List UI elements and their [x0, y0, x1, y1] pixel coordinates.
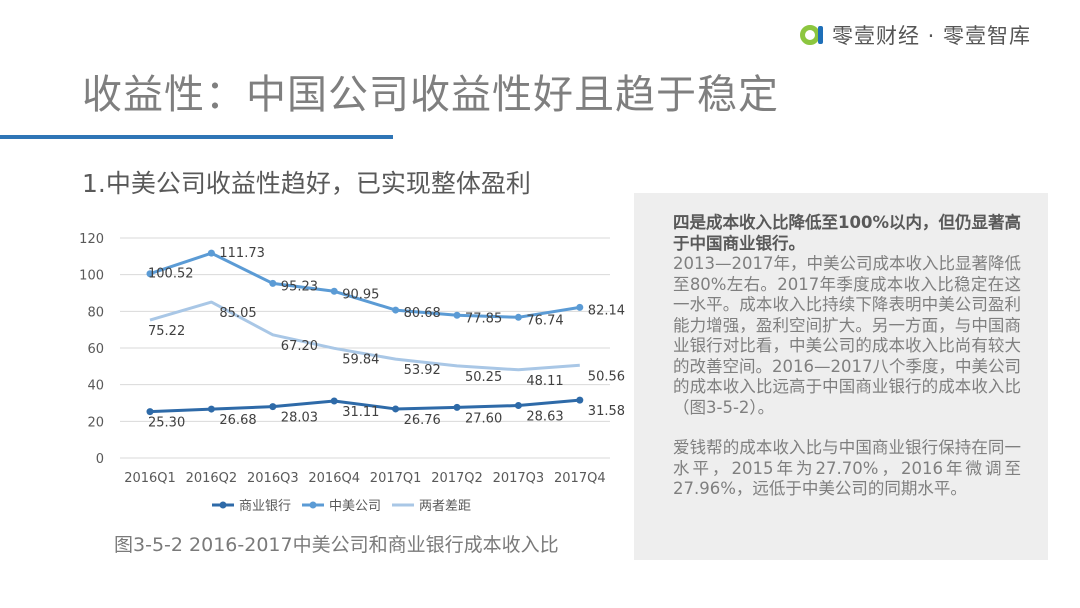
data-point — [576, 396, 584, 404]
x-tick-label: 2017Q1 — [370, 471, 422, 486]
data-point — [330, 397, 338, 405]
data-point — [514, 402, 522, 410]
data-label: 76.74 — [526, 313, 563, 328]
commentary-paragraph-1: 2013—2017年，中美公司成本收入比显著降低至80%左右。2017年季度成本… — [673, 254, 1021, 417]
data-label: 31.11 — [342, 405, 379, 420]
data-label: 26.76 — [404, 413, 441, 428]
data-point — [207, 249, 215, 257]
legend-marker — [309, 501, 317, 509]
y-tick-label: 80 — [87, 305, 104, 320]
brand-logo: 零壹财经 · 零壹智库 — [800, 20, 1031, 50]
data-point — [146, 270, 154, 278]
data-point — [514, 313, 522, 321]
data-label: 26.68 — [219, 413, 256, 428]
data-label: 50.56 — [588, 369, 625, 384]
logo-text: 零壹财经 · 零壹智库 — [832, 24, 1032, 48]
data-label: 53.92 — [404, 363, 441, 378]
legend-label: 中美公司 — [329, 499, 381, 514]
data-point — [269, 279, 277, 287]
y-tick-label: 120 — [79, 232, 104, 247]
data-label: 111.73 — [219, 246, 265, 261]
x-tick-label: 2016Q2 — [186, 471, 238, 486]
series-line-1 — [149, 251, 581, 319]
data-label: 82.14 — [588, 303, 625, 318]
y-tick-label: 100 — [79, 269, 104, 284]
legend-marker — [219, 501, 227, 509]
series-line-0 — [149, 398, 580, 414]
data-label: 75.22 — [148, 324, 185, 339]
legend-label: 商业银行 — [239, 499, 291, 514]
data-label: 85.05 — [219, 306, 256, 321]
x-tick-label: 2017Q3 — [493, 471, 545, 486]
data-point — [453, 403, 461, 411]
commentary-paragraph-2: 爱钱帮的成本收入比与中国商业银行保持在同一水平，2015年为27.70%，201… — [673, 438, 1021, 498]
data-point — [207, 405, 215, 413]
title-underline — [0, 135, 393, 139]
data-label: 27.60 — [465, 411, 502, 426]
x-tick-label: 2017Q2 — [431, 471, 483, 486]
page-title: 收益性：中国公司收益性好且趋于稳定 — [82, 72, 779, 118]
data-label: 28.63 — [526, 410, 563, 425]
data-label: 28.03 — [281, 411, 318, 426]
data-label: 100.52 — [148, 267, 194, 282]
data-point — [146, 408, 154, 416]
section-subtitle: 1.中美公司收益性趋好，已实现整体盈利 — [82, 169, 531, 198]
data-label: 25.30 — [148, 416, 185, 431]
data-point — [576, 303, 584, 311]
commentary-box: 四是成本收入比降低至100%以内，但仍显著高于中国商业银行。 2013—2017… — [634, 193, 1048, 560]
data-label: 67.20 — [281, 339, 318, 354]
commentary-heading: 四是成本收入比降低至100%以内，但仍显著高于中国商业银行。 — [673, 213, 1021, 253]
x-tick-label: 2016Q1 — [124, 471, 176, 486]
data-label: 77.85 — [465, 311, 502, 326]
chart-caption: 图3-5-2 2016-2017中美公司和商业银行成本收入比 — [114, 534, 559, 556]
data-label: 95.23 — [281, 279, 318, 294]
data-label: 80.68 — [404, 306, 441, 321]
series-line-2 — [149, 300, 580, 372]
data-label: 31.58 — [588, 404, 625, 419]
data-point — [269, 403, 277, 411]
legend-label: 两者差距 — [419, 499, 471, 514]
data-point — [330, 287, 338, 295]
line-chart: 0 20 40 60 80 100 120 2016Q1 2016Q2 2016Q3 2016Q4 2… — [79, 232, 625, 514]
x-tick-label: 2017Q4 — [554, 471, 606, 486]
logo-icon — [800, 25, 823, 45]
y-tick-label: 40 — [87, 379, 104, 394]
data-point — [453, 311, 461, 319]
x-tick-label: 2016Q4 — [308, 471, 360, 486]
data-point — [392, 306, 400, 314]
y-tick-label: 20 — [87, 415, 104, 430]
data-point — [392, 405, 400, 413]
data-label: 90.95 — [342, 287, 379, 302]
data-label: 50.25 — [465, 370, 502, 385]
data-label: 48.11 — [526, 374, 563, 389]
y-tick-label: 60 — [87, 342, 104, 357]
y-tick-label: 0 — [96, 452, 104, 467]
data-label: 59.84 — [342, 352, 379, 367]
x-tick-label: 2016Q3 — [247, 471, 299, 486]
